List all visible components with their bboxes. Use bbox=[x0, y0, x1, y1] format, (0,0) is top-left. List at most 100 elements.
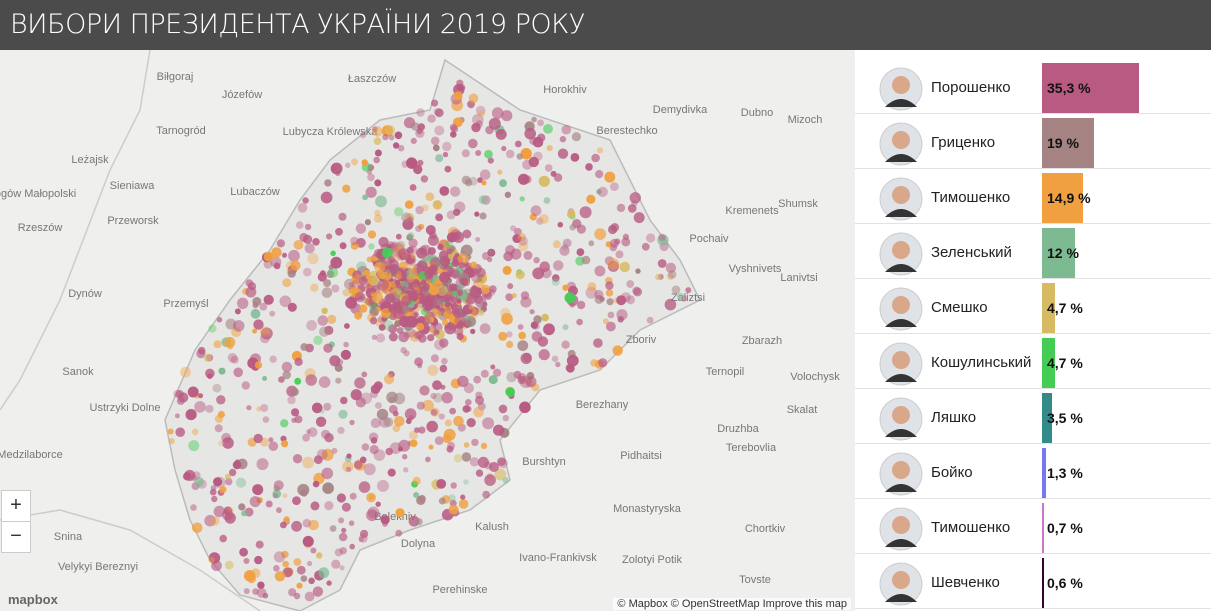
station bbox=[282, 493, 288, 499]
station bbox=[407, 232, 415, 240]
place-label: Perehinske bbox=[432, 584, 487, 596]
station bbox=[484, 149, 493, 159]
station bbox=[475, 237, 481, 242]
station bbox=[475, 469, 484, 477]
candidate-name: Порошенко bbox=[931, 79, 1011, 96]
station bbox=[490, 364, 496, 370]
station bbox=[241, 510, 248, 517]
station bbox=[646, 233, 656, 243]
station bbox=[438, 413, 445, 420]
station bbox=[590, 359, 598, 367]
station bbox=[516, 153, 523, 160]
station bbox=[525, 376, 537, 388]
station bbox=[524, 127, 536, 140]
station bbox=[422, 282, 430, 291]
station bbox=[281, 440, 289, 448]
station bbox=[427, 334, 435, 342]
station bbox=[434, 339, 445, 351]
station bbox=[538, 175, 550, 187]
station bbox=[460, 308, 469, 317]
station bbox=[378, 324, 386, 331]
candidate-name: Тимошенко bbox=[931, 189, 1011, 206]
station bbox=[446, 232, 458, 243]
station bbox=[326, 233, 333, 240]
station bbox=[280, 521, 287, 529]
station bbox=[565, 364, 573, 372]
station bbox=[482, 417, 495, 430]
station bbox=[588, 240, 595, 247]
station bbox=[443, 428, 456, 441]
station bbox=[303, 234, 313, 244]
station bbox=[417, 123, 425, 131]
station bbox=[345, 297, 357, 309]
zoom-out[interactable]: − bbox=[1, 521, 31, 553]
station bbox=[488, 375, 498, 385]
station bbox=[382, 521, 388, 527]
station bbox=[399, 261, 408, 270]
station bbox=[228, 468, 237, 477]
place-label: Tarnogród bbox=[156, 125, 206, 137]
station bbox=[498, 404, 508, 414]
station bbox=[415, 330, 424, 340]
station bbox=[450, 269, 460, 279]
station bbox=[561, 124, 572, 135]
station bbox=[305, 374, 318, 386]
place-label: Pochaiv bbox=[689, 233, 729, 245]
station bbox=[329, 525, 337, 532]
candidate-name: Кошулинський bbox=[931, 354, 1032, 371]
station bbox=[281, 361, 293, 373]
station bbox=[426, 420, 439, 433]
place-label: Lanivtsi bbox=[780, 272, 817, 284]
station bbox=[392, 142, 400, 149]
station bbox=[414, 357, 423, 367]
station bbox=[180, 366, 191, 378]
station bbox=[557, 148, 569, 159]
station bbox=[515, 270, 525, 280]
station bbox=[594, 294, 604, 304]
station bbox=[481, 180, 487, 186]
station bbox=[609, 238, 619, 248]
station bbox=[436, 479, 447, 489]
result-row: Гриценко 19 % bbox=[855, 118, 1211, 169]
station bbox=[546, 145, 553, 152]
station bbox=[433, 392, 443, 403]
result-row: Ляшко 3,5 % bbox=[855, 393, 1211, 444]
station bbox=[321, 287, 333, 298]
station bbox=[352, 270, 362, 280]
station bbox=[470, 328, 476, 335]
zoom-in[interactable]: + bbox=[1, 490, 31, 522]
station bbox=[605, 281, 614, 290]
station bbox=[425, 192, 435, 201]
station bbox=[349, 419, 355, 426]
station bbox=[262, 376, 268, 381]
station bbox=[371, 334, 377, 340]
station bbox=[518, 241, 529, 252]
station bbox=[553, 260, 564, 271]
title: ВИБОРИ ПРЕЗИДЕНТА УКРАЇНИ 2019 РОКУ bbox=[0, 0, 1211, 50]
station bbox=[249, 496, 261, 508]
place-label: Przemyśl bbox=[163, 298, 208, 310]
station bbox=[253, 433, 263, 444]
station bbox=[363, 463, 376, 476]
station bbox=[460, 494, 466, 500]
place-label: Volochysk bbox=[790, 371, 840, 383]
station bbox=[616, 295, 627, 306]
place-label: Pidhaitsi bbox=[620, 450, 662, 462]
place-label: Druzhba bbox=[717, 423, 759, 435]
station bbox=[537, 119, 544, 127]
station bbox=[389, 265, 397, 273]
station bbox=[416, 108, 425, 117]
station bbox=[487, 256, 493, 263]
station bbox=[232, 320, 245, 332]
station bbox=[306, 429, 312, 435]
station bbox=[450, 186, 461, 197]
place-label: Zboriv bbox=[626, 334, 657, 346]
station bbox=[434, 329, 440, 335]
station bbox=[397, 248, 410, 260]
station bbox=[349, 543, 356, 550]
station bbox=[350, 241, 359, 250]
station bbox=[375, 333, 386, 343]
station bbox=[595, 170, 604, 179]
station bbox=[510, 248, 522, 260]
station bbox=[354, 311, 362, 320]
